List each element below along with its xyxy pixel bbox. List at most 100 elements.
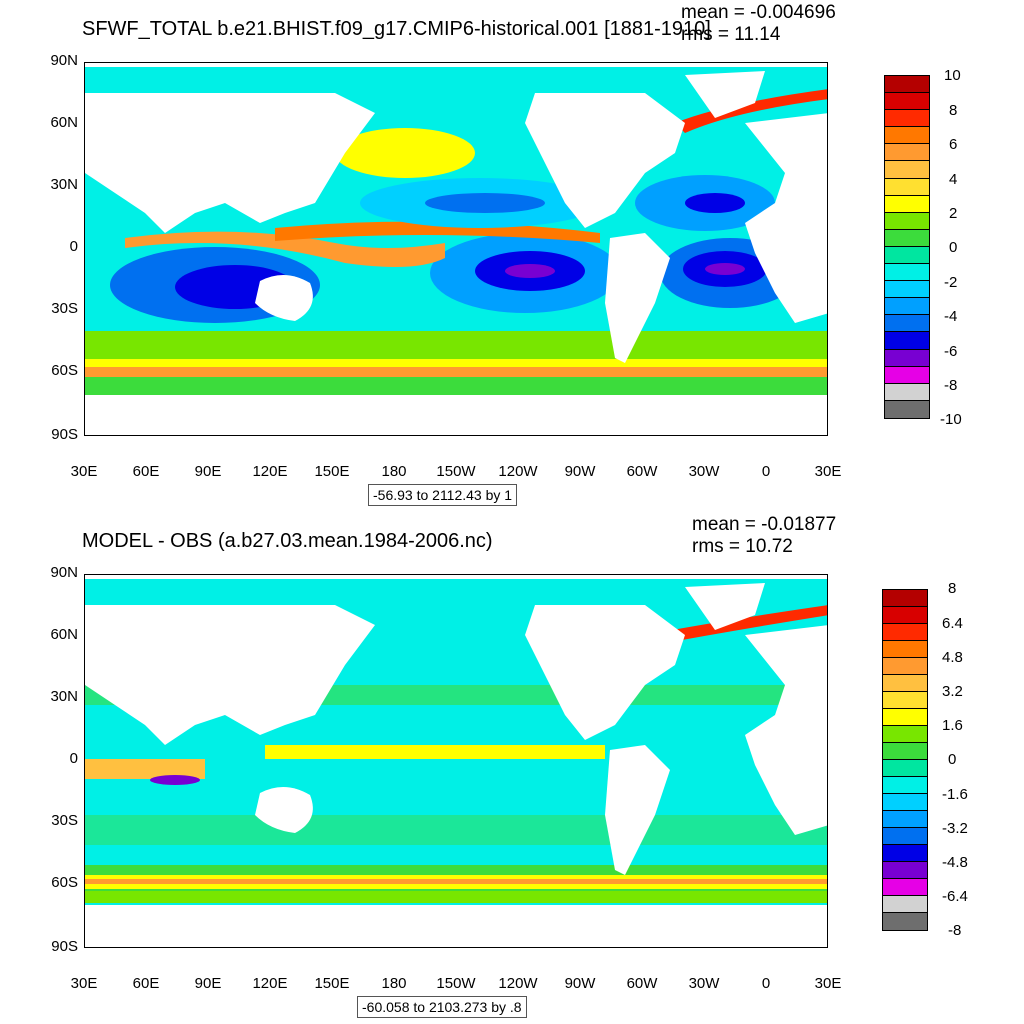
x-tick-label: 180: [381, 975, 407, 992]
y-tick-label: 30S: [51, 300, 78, 317]
colorbar-segment: [883, 845, 927, 862]
colorbar: [884, 75, 930, 419]
colorbar: [882, 589, 928, 931]
colorbar-segment: [883, 777, 927, 794]
colorbar-segment: [883, 811, 927, 828]
x-tick-label: 90E: [194, 463, 222, 480]
colorbar-segment: [883, 641, 927, 658]
colorbar-segment: [885, 400, 929, 418]
y-tick-label: 90N: [50, 564, 78, 581]
y-tick-label: 0: [69, 238, 78, 255]
colorbar-segment: [883, 879, 927, 896]
colorbar-segment: [885, 195, 929, 213]
colorbar-segment: [885, 127, 929, 145]
x-tick-label: 120E: [252, 463, 288, 480]
x-tick-label: 150E: [314, 463, 350, 480]
colorbar-label: -8: [948, 922, 962, 939]
x-tick-label: 150E: [314, 975, 350, 992]
colorbar-label: -6: [944, 343, 958, 360]
colorbar-segment: [885, 76, 929, 94]
x-tick-label: 0: [761, 463, 771, 480]
colorbar-segment: [885, 315, 929, 333]
x-tick-label: 30E: [70, 463, 98, 480]
colorbar-segment: [885, 349, 929, 367]
colorbar-label: 0: [949, 239, 958, 256]
x-tick-label: 180: [381, 463, 407, 480]
mean-stat: mean = -0.004696: [681, 2, 836, 23]
colorbar-label: 1.6: [942, 717, 963, 734]
x-tick-label: 150W: [436, 975, 476, 992]
y-tick-label: 90S: [51, 938, 78, 955]
map-plot-area: [84, 574, 828, 948]
colorbar-label: 10: [944, 67, 961, 84]
colorbar-segment: [885, 144, 929, 162]
y-tick-label: 60S: [51, 874, 78, 891]
rms-stat: rms = 10.72: [692, 536, 793, 557]
colorbar-segment: [885, 332, 929, 350]
colorbar-label: 6.4: [942, 615, 963, 632]
colorbar-segment: [885, 161, 929, 179]
colorbar-label: -3.2: [942, 820, 968, 837]
colorbar-segment: [883, 692, 927, 709]
x-tick-label: 150W: [436, 463, 476, 480]
colorbar-segment: [885, 110, 929, 128]
colorbar-segment: [885, 178, 929, 196]
y-tick-label: 60N: [50, 626, 78, 643]
x-tick-label: 30W: [688, 975, 720, 992]
colorbar-segment: [885, 229, 929, 247]
colorbar-segment: [885, 264, 929, 282]
x-tick-label: 90E: [194, 975, 222, 992]
contour-range-note: -60.058 to 2103.273 by .8: [357, 996, 527, 1018]
colorbar-label: -6.4: [942, 888, 968, 905]
colorbar-segment: [885, 298, 929, 316]
colorbar-segment: [885, 212, 929, 230]
rms-stat: rms = 11.14: [681, 24, 781, 45]
x-tick-label: 120E: [252, 975, 288, 992]
x-tick-label: 90W: [564, 975, 596, 992]
panel-title: MODEL - OBS (a.b27.03.mean.1984-2006.nc): [82, 530, 493, 552]
colorbar-label: -4: [944, 308, 958, 325]
colorbar-label: 4: [949, 171, 958, 188]
x-tick-label: 90W: [564, 463, 596, 480]
colorbar-label: -4.8: [942, 854, 968, 871]
colorbar-segment: [883, 896, 927, 913]
colorbar-segment: [885, 383, 929, 401]
colorbar-segment: [883, 709, 927, 726]
x-tick-label: 30E: [814, 463, 842, 480]
colorbar-label: 4.8: [942, 649, 963, 666]
colorbar-label: -2: [944, 274, 958, 291]
colorbar-segment: [883, 913, 927, 930]
map-field: [85, 575, 827, 947]
colorbar-label: 8: [948, 580, 957, 597]
x-tick-label: 60W: [626, 975, 658, 992]
colorbar-segment: [885, 246, 929, 265]
x-tick-label: 0: [761, 975, 771, 992]
colorbar-segment: [885, 93, 929, 111]
y-tick-label: 60N: [50, 114, 78, 131]
colorbar-label: 6: [949, 136, 958, 153]
x-tick-label: 30E: [70, 975, 98, 992]
y-tick-label: 30S: [51, 812, 78, 829]
y-tick-label: 30N: [50, 688, 78, 705]
colorbar-segment: [883, 607, 927, 624]
colorbar-label: 2: [949, 205, 958, 222]
colorbar-segment: [885, 366, 929, 384]
colorbar-label: 0: [948, 751, 957, 768]
map-field: [85, 63, 827, 435]
colorbar-label: -1.6: [942, 786, 968, 803]
mean-stat: mean = -0.01877: [692, 514, 837, 535]
x-tick-label: 60E: [132, 975, 160, 992]
y-tick-label: 30N: [50, 176, 78, 193]
colorbar-segment: [883, 828, 927, 845]
x-tick-label: 30W: [688, 463, 720, 480]
colorbar-segment: [883, 726, 927, 743]
panel-title: SFWF_TOTAL b.e21.BHIST.f09_g17.CMIP6-his…: [82, 18, 711, 40]
x-tick-label: 60W: [626, 463, 658, 480]
y-tick-label: 90S: [51, 426, 78, 443]
x-tick-label: 30E: [814, 975, 842, 992]
x-tick-label: 60E: [132, 463, 160, 480]
y-tick-label: 60S: [51, 362, 78, 379]
bottom-map-panel: MODEL - OBS (a.b27.03.mean.1984-2006.nc)…: [0, 512, 1024, 1024]
colorbar-segment: [883, 675, 927, 692]
map-plot-area: [84, 62, 828, 436]
